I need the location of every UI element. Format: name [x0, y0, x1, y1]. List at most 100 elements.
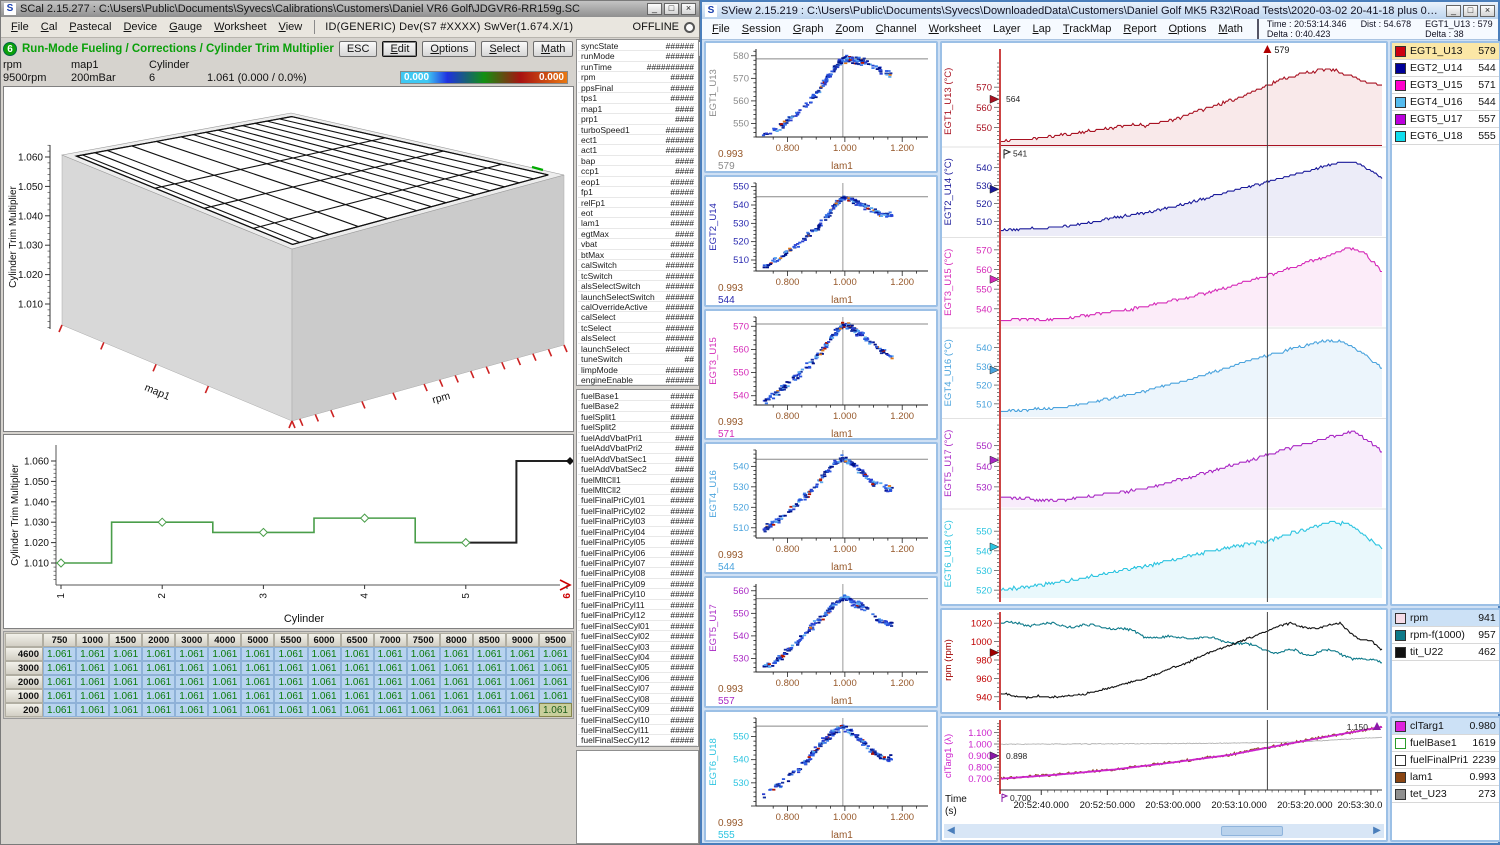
table-cell[interactable]: 1.061	[43, 647, 77, 661]
table-cell[interactable]: 1.061	[340, 675, 374, 689]
table-cell[interactable]: 1.061	[241, 675, 275, 689]
table-col-header[interactable]: 3000	[175, 633, 209, 647]
watch-row[interactable]: runMode ######	[578, 51, 697, 62]
table-cell[interactable]: 1.061	[142, 647, 176, 661]
menu-item-report[interactable]: Report	[1123, 23, 1157, 35]
table-cell[interactable]: 1.061	[538, 661, 572, 675]
table-cell[interactable]: 1.061	[439, 703, 473, 717]
table-cell[interactable]: 1.061	[175, 647, 209, 661]
table-cell[interactable]: 1.061	[472, 675, 506, 689]
table-cell[interactable]: 1.061	[538, 647, 572, 661]
table-cell[interactable]: 1.061	[43, 703, 77, 717]
legend-item-tet_U23[interactable]: tet_U23 273	[1392, 786, 1499, 803]
table-col-header[interactable]: 6500	[340, 633, 374, 647]
watch-row[interactable]: fuelFinalPriCyl08 #####	[578, 568, 697, 579]
watch-row[interactable]: engineEnable ######	[578, 375, 697, 385]
menu-item-pastecal[interactable]: Pastecal	[69, 21, 112, 33]
watch-row[interactable]: egtMax ####	[578, 229, 697, 240]
table-cell[interactable]: 1.061	[43, 675, 77, 689]
table-col-header[interactable]: 1500	[109, 633, 143, 647]
table-cell[interactable]: 1.061	[208, 689, 242, 703]
menu-item-file[interactable]: File	[712, 23, 730, 35]
table-row-header[interactable]: 4600	[5, 647, 43, 661]
table-cell[interactable]: 1.061	[175, 689, 209, 703]
table-cell[interactable]: 1.061	[208, 675, 242, 689]
watch-row[interactable]: rpm #####	[578, 72, 697, 83]
watch-row[interactable]: calOverrideActive ######	[578, 302, 697, 313]
table-col-header[interactable]: 5500	[274, 633, 308, 647]
watch-row[interactable]: fuelFinalSecCyl08 #####	[578, 694, 697, 705]
table-col-header[interactable]: 8000	[439, 633, 473, 647]
watch-row[interactable]: fuelBase2 #####	[578, 401, 697, 412]
table-cell[interactable]: 1.061	[76, 675, 110, 689]
menu-item-worksheet[interactable]: Worksheet	[928, 23, 982, 35]
watch-row[interactable]: fuelSplit1 #####	[578, 412, 697, 423]
watch-row[interactable]: fuelFinalPriCyl12 #####	[578, 610, 697, 621]
table-row-header[interactable]: 200	[5, 703, 43, 717]
scroll-left-icon[interactable]: ◀	[947, 825, 955, 836]
legend-item-EGT2_U14[interactable]: EGT2_U14 544	[1392, 60, 1499, 77]
watch-row[interactable]: fuelAddVbatSec1 ####	[578, 454, 697, 465]
maximize-button[interactable]: □	[664, 3, 679, 15]
table-cell[interactable]: 1.061	[340, 661, 374, 675]
menu-item-session[interactable]: Session	[741, 23, 781, 35]
watch-row[interactable]: calSelect ######	[578, 312, 697, 323]
table-cell[interactable]: 1.061	[109, 703, 143, 717]
legend-item-EGT1_U13[interactable]: EGT1_U13 579	[1392, 43, 1499, 60]
menu-item-gauge[interactable]: Gauge	[169, 21, 203, 33]
watch-row[interactable]: fuelAddVbatPri1 ####	[578, 433, 697, 444]
minimize-button[interactable]: _	[647, 3, 662, 15]
menu-item-cal[interactable]: Cal	[40, 21, 58, 33]
watch-row[interactable]: fp1 #####	[578, 187, 697, 198]
table-cell[interactable]: 1.061	[505, 675, 539, 689]
table-cell[interactable]: 1.061	[472, 661, 506, 675]
table-cell[interactable]: 1.061	[175, 675, 209, 689]
table-cell[interactable]: 1.061	[241, 703, 275, 717]
table-cell[interactable]: 1.061	[373, 689, 407, 703]
watch-row[interactable]: fuelFinalSecCyl03 #####	[578, 642, 697, 652]
table-cell[interactable]: 1.061	[406, 661, 440, 675]
watch-row[interactable]: ect1 ######	[578, 135, 697, 146]
table-cell[interactable]: 1.061	[109, 647, 143, 661]
table-cell[interactable]: 1.061	[406, 703, 440, 717]
table-cell[interactable]: 1.061	[439, 675, 473, 689]
table-cell[interactable]: 1.061	[538, 689, 572, 703]
watch-row[interactable]: ccp1 ####	[578, 166, 697, 177]
table-cell[interactable]: 1.061	[241, 661, 275, 675]
table-cell[interactable]: 1.061	[538, 703, 572, 717]
scatter-panel-EGT1_U13[interactable]: 0.800 1.000 1.200 550 560 570 580 EGT1_U13 0.993…	[704, 41, 938, 173]
watch-row[interactable]: fuelFinalSecCyl12 #####	[578, 735, 697, 746]
surface-3d-plot[interactable]: 1.060 1.050 1.040 1.030 1.020 1.010 Cylinder T…	[3, 86, 574, 432]
table-cell[interactable]: 1.061	[208, 661, 242, 675]
table-cell[interactable]: 1.061	[274, 689, 308, 703]
watch-row[interactable]: fuelAddVbatPri2 ####	[578, 443, 697, 454]
table-cell[interactable]: 1.061	[406, 647, 440, 661]
watch-row[interactable]: eot #####	[578, 208, 697, 219]
menu-item-view[interactable]: View	[278, 21, 303, 33]
legend-item-lam1[interactable]: lam1 0.993	[1392, 769, 1499, 786]
table-cell[interactable]: 1.061	[142, 675, 176, 689]
scal-titlebar[interactable]: S SCal 2.15.277 : C:\Users\Public\Docume…	[1, 1, 699, 17]
table-cell[interactable]: 1.061	[439, 661, 473, 675]
table-cell[interactable]: 1.061	[406, 689, 440, 703]
table-cell[interactable]: 1.061	[472, 703, 506, 717]
table-row-header[interactable]: 3000	[5, 661, 43, 675]
watch-row[interactable]: fuelBase1 #####	[578, 391, 697, 402]
table-cell[interactable]: 1.061	[472, 647, 506, 661]
watch-row[interactable]: bap ####	[578, 156, 697, 167]
watch-row[interactable]: tuneSwitch ##	[578, 354, 697, 365]
watch-row[interactable]: btMax #####	[578, 250, 697, 261]
table-col-header[interactable]: 8500	[472, 633, 506, 647]
legend-item-EGT5_U17[interactable]: EGT5_U17 557	[1392, 111, 1499, 128]
watch-row[interactable]: fuelFinalSecCyl07 #####	[578, 683, 697, 694]
watch-row[interactable]: fuelFinalSecCyl05 #####	[578, 662, 697, 673]
menu-item-file[interactable]: File	[11, 21, 29, 33]
watch-row[interactable]: alsSelect ######	[578, 333, 697, 344]
watch-row[interactable]: fuelFinalSecCyl04 #####	[578, 652, 697, 663]
watch-row[interactable]: turboSpeed1 ######	[578, 125, 697, 135]
watch-row[interactable]: lam1 #####	[578, 218, 697, 229]
table-cell[interactable]: 1.061	[241, 647, 275, 661]
time-scrollbar[interactable]: ◀ ▶	[944, 824, 1384, 838]
table-cell[interactable]: 1.061	[175, 703, 209, 717]
table-cell[interactable]: 1.061	[274, 647, 308, 661]
